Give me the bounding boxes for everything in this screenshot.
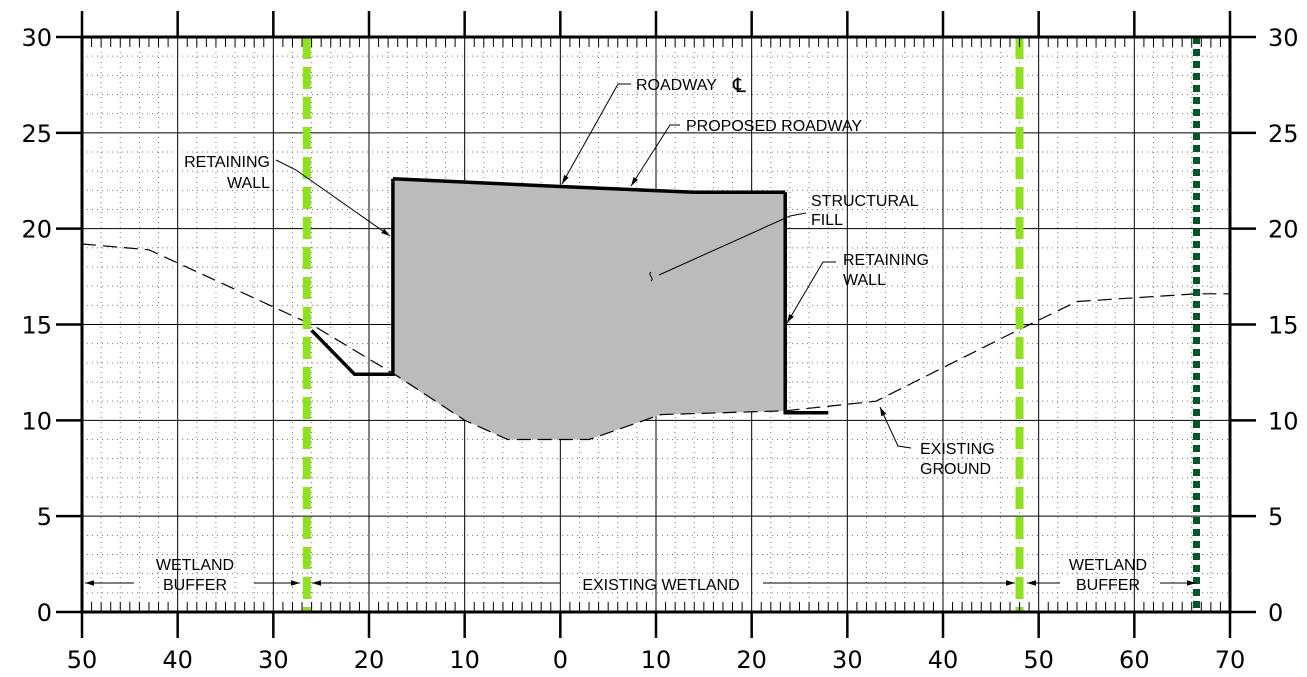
x-tick-label: 10 bbox=[449, 646, 480, 674]
x-tick-label: 60 bbox=[1119, 646, 1150, 674]
centerline-symbol: ℄ bbox=[732, 75, 746, 97]
proposed-roadway-line bbox=[392, 177, 786, 195]
label-retaining-wall-left-1: RETAINING bbox=[184, 154, 270, 171]
label-structural-fill-1: STRUCTURAL bbox=[811, 193, 919, 210]
label-retaining-wall-right-2: WALL bbox=[843, 272, 886, 289]
y-axis-left-labels: 0 5 10 15 20 25 30 bbox=[21, 24, 52, 627]
structural-fill-area bbox=[392, 178, 786, 440]
label-wetland-buffer-right-2: BUFFER bbox=[1076, 577, 1140, 594]
y-tick-label-right: 20 bbox=[1268, 216, 1299, 244]
label-retaining-wall-left-2: WALL bbox=[227, 175, 270, 192]
label-existing-wetland: EXISTING WETLAND bbox=[582, 577, 739, 594]
label-structural-fill-2: FILL bbox=[811, 212, 843, 229]
left-retaining-wall bbox=[310, 178, 395, 377]
x-tick-label: 40 bbox=[928, 646, 959, 674]
right-retaining-wall bbox=[783, 192, 829, 415]
x-axis-labels: 50 40 30 20 10 0 10 20 30 40 50 60 70 bbox=[67, 646, 1246, 674]
fill-squiggle bbox=[649, 271, 653, 282]
leader-proposed-roadway bbox=[630, 124, 680, 187]
leaders bbox=[85, 83, 1196, 586]
label-roadway-cl: ROADWAY bbox=[636, 77, 717, 94]
label-wetland-buffer-left-2: BUFFER bbox=[163, 577, 227, 594]
leader-existing-ground bbox=[879, 406, 912, 449]
label-proposed-roadway: PROPOSED ROADWAY bbox=[686, 118, 862, 135]
y-axis-right-labels: 0 5 10 15 20 25 30 bbox=[1268, 24, 1299, 627]
leader-structural-fill bbox=[658, 212, 807, 276]
label-wetland-buffer-left-1: WETLAND bbox=[156, 557, 234, 574]
boundary-lines bbox=[302, 37, 1201, 612]
y-tick-label-right: 15 bbox=[1268, 312, 1299, 340]
x-tick-label: 30 bbox=[258, 646, 289, 674]
y-tick-label-left: 15 bbox=[21, 312, 52, 340]
y-tick-label-left: 25 bbox=[21, 120, 52, 148]
y-tick-label-left: 0 bbox=[37, 599, 52, 627]
y-tick-label-left: 5 bbox=[37, 503, 52, 531]
x-tick-label: 70 bbox=[1215, 646, 1246, 674]
y-tick-label-right: 25 bbox=[1268, 120, 1299, 148]
x-tick-label: 0 bbox=[553, 646, 568, 674]
label-retaining-wall-right-1: RETAINING bbox=[843, 252, 929, 269]
y-tick-label-left: 10 bbox=[21, 407, 52, 435]
y-tick-label-right: 30 bbox=[1268, 24, 1299, 52]
y-tick-label-right: 5 bbox=[1268, 503, 1283, 531]
label-wetland-buffer-right-1: WETLAND bbox=[1069, 557, 1147, 574]
label-existing-ground-1: EXISTING bbox=[920, 441, 995, 458]
label-existing-ground-2: GROUND bbox=[920, 461, 991, 478]
y-tick-label-left: 30 bbox=[21, 24, 52, 52]
x-tick-label: 10 bbox=[641, 646, 672, 674]
leader-retaining-wall-right bbox=[786, 261, 836, 324]
leader-retaining-wall-left bbox=[275, 159, 391, 237]
axis-ticks bbox=[56, 11, 1256, 638]
x-tick-label: 20 bbox=[736, 646, 767, 674]
leader-roadway-cl bbox=[561, 83, 631, 185]
x-tick-label: 30 bbox=[832, 646, 863, 674]
x-tick-label: 20 bbox=[354, 646, 385, 674]
x-tick-label: 40 bbox=[162, 646, 193, 674]
x-tick-label: 50 bbox=[1023, 646, 1054, 674]
y-tick-label-right: 10 bbox=[1268, 407, 1299, 435]
x-tick-label: 50 bbox=[67, 646, 98, 674]
existing-ground-line bbox=[81, 243, 1230, 441]
y-tick-label-right: 0 bbox=[1268, 599, 1283, 627]
y-tick-label-left: 20 bbox=[21, 216, 52, 244]
